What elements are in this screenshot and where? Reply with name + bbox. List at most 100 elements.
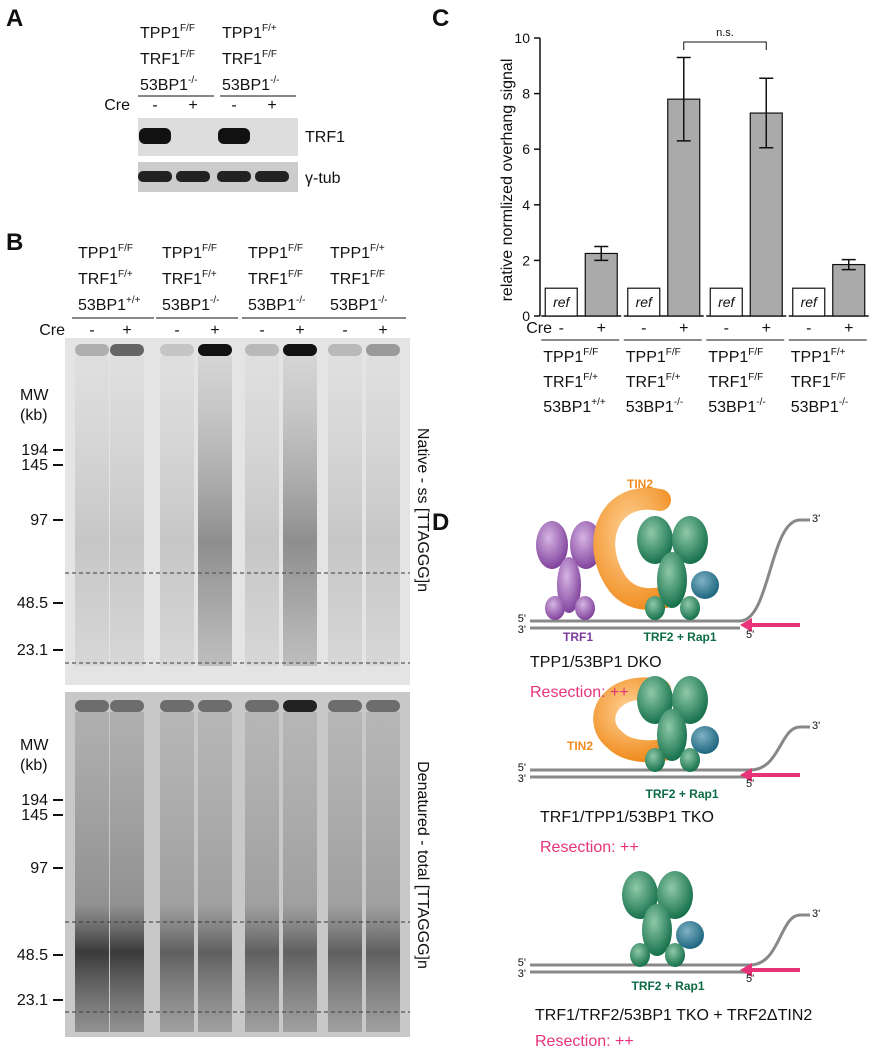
genotype-label: 53BP1-/- <box>708 397 766 416</box>
bar <box>709 287 743 317</box>
smear <box>328 712 362 1032</box>
lane-label: + <box>210 322 219 339</box>
genotype-sup: F/F <box>262 49 277 60</box>
genotype-sup: F/F <box>180 23 195 34</box>
genotype-base: 53BP1 <box>543 399 591 416</box>
series-label: - <box>724 320 729 337</box>
genotype-base: 53BP1 <box>330 297 378 314</box>
y-tick-label: 8 <box>522 86 530 102</box>
genotype-label: 53BP1-/- <box>330 295 388 314</box>
genotype-label: 53BP1+/+ <box>543 397 606 416</box>
series-label: - <box>559 320 564 337</box>
genotype-base: TRF1 <box>543 374 583 391</box>
genotype-base: TPP1 <box>162 245 202 262</box>
genotype-base: TPP1 <box>330 245 370 262</box>
y-axis-title: relative normlized overhang signal <box>499 59 516 302</box>
genotype-label: 53BP1-/- <box>791 397 849 416</box>
panel-label: D <box>432 509 449 536</box>
marker-label: 97 <box>30 860 48 877</box>
ref-label: ref <box>718 294 736 310</box>
band <box>198 700 232 712</box>
x-row-label: Cre <box>526 320 552 337</box>
genotype-base: TPP1 <box>78 245 118 262</box>
genotype-label: TPP1F/F <box>248 243 303 262</box>
smear <box>198 356 232 666</box>
panel-a: ATPP1F/FTRF1F/F53BP1-/-TPP1F/+TRF1F/F53B… <box>6 5 345 192</box>
strand-end: 3' <box>812 908 820 920</box>
error-bar <box>676 56 691 142</box>
blot-label: γ-tub <box>305 170 341 187</box>
genotype-base: 53BP1 <box>222 77 270 94</box>
diagram-result: Resection: ++ <box>540 839 639 856</box>
panel-b: B TPP1F/FTRF1F/+53BP1+/+TPP1F/FTRF1F/+53B… <box>6 229 431 1037</box>
genotype-sup: F/+ <box>666 372 681 383</box>
protein-label: TRF2 + Rap1 <box>645 787 718 801</box>
panel-c: C 0 2 4 6 8 10 relative normlized overhang sign… <box>432 5 869 416</box>
gel-label: Native - ss [TTAGGG]n <box>414 428 431 592</box>
smear <box>75 356 109 666</box>
smear <box>283 356 317 666</box>
series-label: + <box>597 320 606 337</box>
genotype-label: TRF1F/F <box>248 269 303 288</box>
band <box>328 700 362 712</box>
genotype-base: 53BP1 <box>162 297 210 314</box>
genotype-sup: F/+ <box>831 347 846 358</box>
marker-label: 194 <box>21 792 48 809</box>
error-bar <box>841 258 856 271</box>
genotype-base: TPP1 <box>248 245 288 262</box>
strand-end: 3' <box>518 773 526 785</box>
genotype-sup: -/- <box>296 295 305 306</box>
band <box>75 344 109 356</box>
genotype-label: TPP1F/+ <box>330 243 385 262</box>
genotype-label: TPP1F/F <box>626 347 681 366</box>
genotype-label: TRF1F/F <box>222 49 277 68</box>
band <box>75 700 109 712</box>
lane-label: + <box>267 97 276 114</box>
genotype-sup: +/+ <box>126 295 141 306</box>
band <box>283 344 317 356</box>
genotype-base: TRF1 <box>222 51 262 68</box>
genotype-label: 53BP1-/- <box>248 295 306 314</box>
annotation: n.s. <box>716 27 734 39</box>
band <box>328 344 362 356</box>
genotype-base: 53BP1 <box>626 399 674 416</box>
strand-end: 5' <box>518 762 526 774</box>
diagram-caption: TRF1/TPP1/53BP1 TKO <box>540 809 714 826</box>
lane-label: + <box>122 322 131 339</box>
panel-label: C <box>432 5 449 32</box>
band <box>245 700 279 712</box>
diagram <box>530 676 810 782</box>
genotype-base: TRF1 <box>791 374 831 391</box>
lane-label: - <box>174 322 179 339</box>
cre-label: Cre <box>104 97 130 114</box>
genotype-label: TRF1F/F <box>140 49 195 68</box>
annotation-bracket <box>683 41 767 50</box>
mw-title: (kb) <box>20 757 48 774</box>
mw-title: MW <box>20 737 49 754</box>
genotype-sup: -/- <box>839 397 848 408</box>
genotype-base: TRF1 <box>78 271 118 288</box>
genotype-base: TPP1 <box>708 349 748 366</box>
smear <box>283 712 317 1032</box>
genotype-base: TRF1 <box>708 374 748 391</box>
ref-label: ref <box>553 294 571 310</box>
y-tick-label: 0 <box>522 308 530 324</box>
genotype-base: 53BP1 <box>78 297 126 314</box>
y-tick-label: 6 <box>522 141 530 157</box>
genotype-label: 53BP1-/- <box>140 75 198 94</box>
smear <box>110 712 144 1032</box>
series-label: - <box>641 320 646 337</box>
bar <box>584 252 618 317</box>
genotype-base: TRF1 <box>248 271 288 288</box>
smear <box>160 712 194 1032</box>
marker-label: 194 <box>21 442 48 459</box>
protein-label: TRF2 + Rap1 <box>643 630 716 644</box>
genotype-sup: -/- <box>210 295 219 306</box>
lane-label: - <box>231 97 236 114</box>
genotype-sup: F/+ <box>118 269 133 280</box>
cre-label: Cre <box>39 322 65 339</box>
strand-end: 5' <box>746 778 754 790</box>
genotype-label: 53BP1-/- <box>626 397 684 416</box>
marker-label: 97 <box>30 512 48 529</box>
